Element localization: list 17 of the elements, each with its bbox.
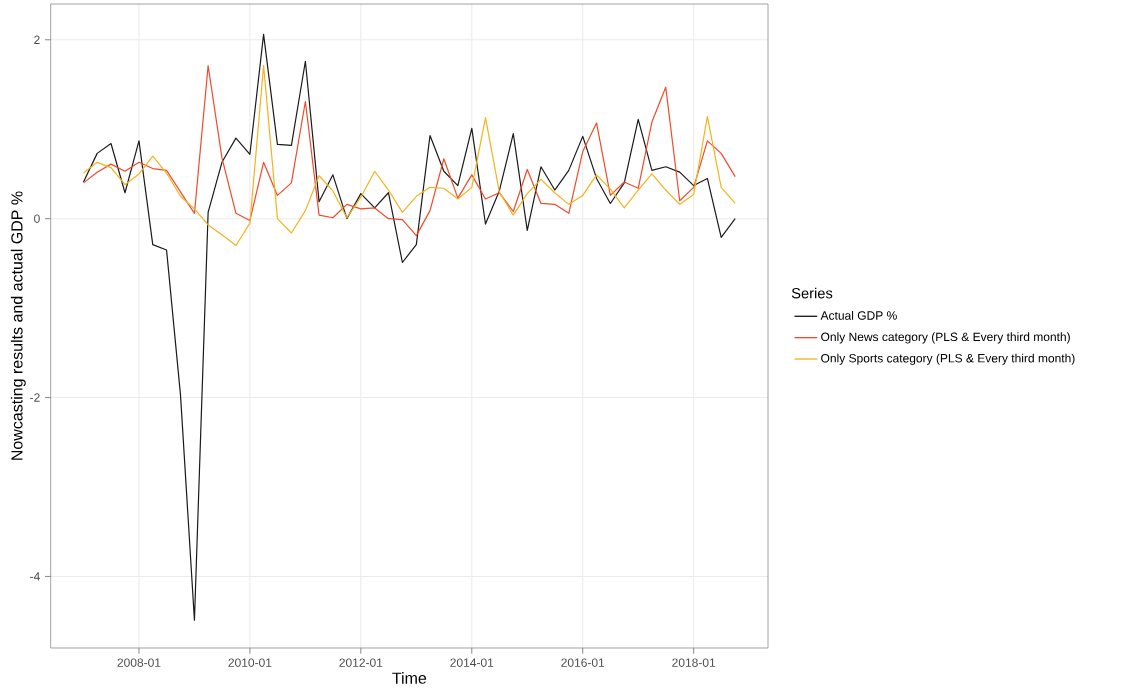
legend-label: Only News category (PLS & Every third month): [821, 332, 1070, 344]
legend-title: Series: [791, 287, 833, 299]
x-tick-label: 2014-01: [450, 658, 494, 667]
y-tick-label: -4: [30, 572, 40, 581]
y-tick-label: 2: [34, 35, 40, 44]
legend-label: Actual GDP %: [820, 310, 897, 320]
x-tick-label: 2012-01: [339, 658, 383, 667]
line-series: [82, 33, 736, 621]
x-tick-label: 2010-01: [228, 658, 272, 667]
legend-label: Only Sports category (PLS & Every third month): [821, 353, 1075, 365]
x-tick-label: 2008-01: [117, 658, 161, 667]
x-tick-label: 2018-01: [672, 658, 716, 667]
y-tick-label: -2: [30, 393, 40, 402]
y-axis-title: Nowcasting results and actual GDP %: [10, 191, 26, 460]
x-tick-label: 2016-01: [561, 658, 605, 667]
y-tick-label: 0: [34, 214, 40, 223]
x-axis-title: Time: [392, 672, 427, 684]
